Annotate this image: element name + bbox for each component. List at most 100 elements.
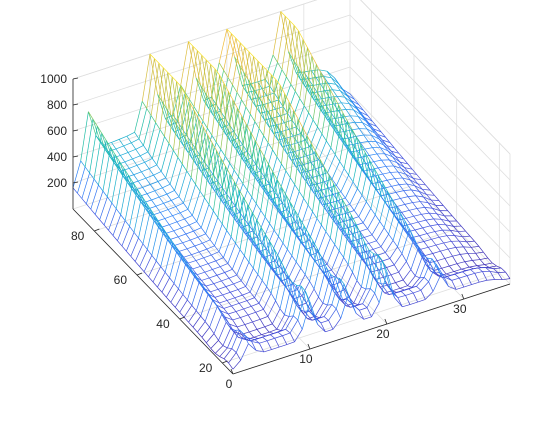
mesh-line-x	[454, 272, 458, 273]
mesh-line-x	[276, 301, 280, 309]
mesh-line-x	[147, 108, 151, 115]
mesh-line-x	[457, 221, 461, 226]
mesh-line-y	[413, 290, 421, 293]
mesh-line-x	[157, 165, 161, 171]
mesh-line-x	[286, 171, 290, 178]
mesh-line-y	[137, 162, 145, 165]
mesh-line-x	[209, 278, 213, 284]
mesh-line-y	[220, 348, 228, 357]
mesh-line-y	[387, 179, 395, 181]
mesh-line-x	[223, 346, 227, 348]
mesh-line-y	[151, 197, 159, 200]
mesh-line-x	[261, 335, 265, 336]
mesh-line-y	[460, 253, 468, 254]
mesh-line-x	[252, 341, 256, 350]
mesh-line-x	[506, 272, 510, 278]
mesh-line-y	[95, 191, 103, 214]
mesh-line-y	[449, 264, 457, 266]
mesh-line-y	[124, 143, 132, 146]
mesh-line-x	[297, 285, 301, 286]
mesh-line-y	[390, 172, 398, 173]
mesh-line-y	[162, 278, 170, 292]
mesh-line-y	[144, 255, 152, 271]
mesh-line-x	[166, 297, 170, 302]
mesh-line-x	[377, 154, 381, 160]
mesh-line-x	[279, 237, 283, 243]
mesh-line-y	[242, 292, 250, 295]
mesh-line-x	[348, 264, 352, 272]
mesh-line-y	[251, 303, 259, 306]
mesh-line-y	[359, 308, 367, 311]
mesh-line-x	[423, 228, 427, 234]
floor-gridline-y	[94, 141, 371, 231]
mesh-line-y	[446, 272, 454, 274]
mesh-line-y	[147, 216, 155, 249]
mesh-line-x	[260, 319, 264, 326]
mesh-line-x	[461, 269, 465, 270]
mesh-line-x	[438, 225, 442, 231]
mesh-line-x	[369, 243, 373, 249]
mesh-line-x	[344, 168, 348, 175]
mesh-line-x	[182, 164, 186, 171]
mesh-line-y	[367, 293, 375, 308]
mesh-line-y	[248, 312, 256, 315]
mesh-line-y	[360, 229, 368, 232]
mesh-line-y	[345, 182, 353, 198]
mesh-line-x	[218, 289, 222, 295]
mesh-line-y	[433, 251, 441, 253]
floor-gridline-x	[304, 134, 464, 299]
mesh-line-y	[432, 237, 440, 239]
mesh-line-x	[335, 155, 339, 162]
mesh-line-x	[394, 265, 398, 272]
mesh-line-y	[250, 274, 258, 292]
mesh-line-x	[255, 298, 259, 304]
mesh-line-y	[399, 184, 407, 185]
mesh-line-x	[204, 198, 208, 205]
mesh-line-x	[459, 241, 463, 247]
mesh-line-x	[277, 329, 281, 330]
mesh-line-x	[197, 222, 201, 228]
mesh-line-x	[256, 204, 260, 211]
mesh-line-x	[204, 161, 208, 167]
mesh-line-x	[264, 136, 268, 143]
mesh-line-x	[192, 305, 196, 310]
mesh-line-x	[470, 270, 474, 274]
mesh-line-x	[239, 303, 243, 309]
mesh-line-x	[185, 219, 189, 225]
mesh-line-x	[432, 239, 436, 245]
mesh-line-y	[411, 248, 419, 270]
mesh-line-y	[465, 260, 473, 261]
x-tick-label: 20	[376, 327, 390, 341]
mesh-line-x	[258, 274, 262, 280]
mesh-line-x	[129, 168, 133, 174]
mesh-line-x	[411, 270, 415, 276]
mesh-line-x	[409, 289, 413, 293]
mesh-line-x	[239, 177, 243, 184]
mesh-line-y	[381, 234, 389, 247]
mesh-line-x	[381, 160, 385, 166]
mesh-line-y	[193, 316, 201, 327]
mesh-line-y	[341, 175, 349, 192]
mesh-line-y	[126, 232, 134, 251]
mesh-line-x	[421, 214, 425, 220]
mesh-line-x	[337, 96, 341, 103]
mesh-line-y	[166, 150, 174, 177]
mesh-line-x	[442, 268, 446, 274]
mesh-line-y	[323, 238, 331, 258]
mesh-line-x	[317, 218, 321, 225]
mesh-line-y	[150, 54, 158, 94]
mesh-line-y	[223, 292, 231, 295]
mesh-line-y	[187, 246, 195, 249]
mesh-line-y	[416, 277, 424, 286]
mesh-line-x	[219, 252, 223, 258]
mesh-line-x	[81, 161, 85, 167]
mesh-line-x	[353, 272, 357, 280]
mesh-line-x	[370, 289, 374, 293]
z-tick-label: 1000	[40, 72, 67, 86]
mesh-line-x	[271, 293, 275, 301]
mesh-line-x	[161, 171, 165, 177]
mesh-line-y	[116, 146, 124, 149]
mesh-line-x	[435, 232, 439, 238]
mesh-line-x	[345, 198, 349, 204]
mesh-line-x	[112, 203, 116, 209]
